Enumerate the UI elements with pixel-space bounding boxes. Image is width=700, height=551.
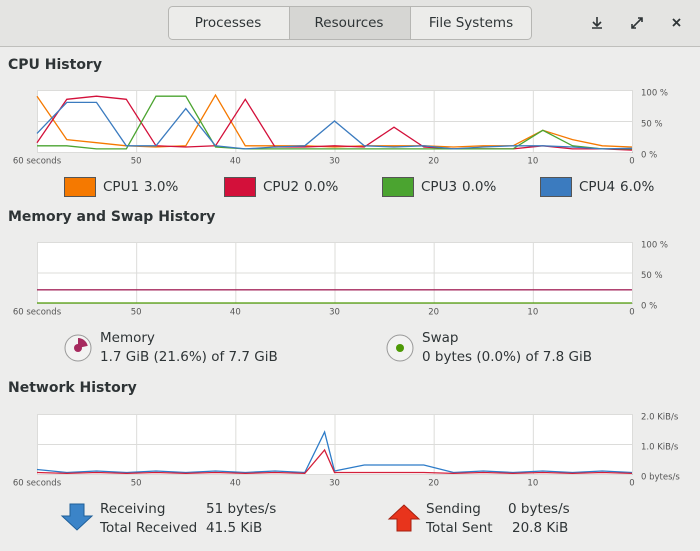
x-tick-label: 60 seconds xyxy=(13,308,62,318)
legend-swatch xyxy=(382,177,414,197)
y-tick-label: 0 % xyxy=(641,302,657,312)
swap-icon xyxy=(386,334,414,362)
y-tick-label: 1.0 KiB/s xyxy=(641,443,679,453)
legend-reading: 6.0% xyxy=(620,179,654,195)
series-line xyxy=(36,448,633,475)
legend-label: Swap xyxy=(422,330,458,346)
x-tick-label: 40 xyxy=(230,479,241,489)
receiving-icon xyxy=(60,503,94,531)
y-tick-label: 2.0 KiB/s xyxy=(641,413,679,423)
tab-active xyxy=(289,7,410,39)
legend-label: CPU4 xyxy=(579,179,615,195)
legend-swatch xyxy=(540,177,572,197)
x-tick-label: 30 xyxy=(329,479,340,489)
y-tick-label: 100 % xyxy=(641,89,668,99)
legend-reading: 0.0% xyxy=(462,179,496,195)
legend-label: CPU1 xyxy=(103,179,139,195)
legend-rate: 0 bytes/s xyxy=(508,501,570,517)
section-title: Memory and Swap History xyxy=(8,209,215,225)
legend-swatch xyxy=(224,177,256,197)
x-tick-label: 0 xyxy=(629,479,634,489)
x-tick-label: 50 xyxy=(131,479,142,489)
x-tick-label: 60 seconds xyxy=(13,157,62,167)
legend-total: 20.8 KiB xyxy=(512,520,568,536)
x-tick-label: 40 xyxy=(230,308,241,318)
legend-label: Sending xyxy=(426,501,481,517)
legend-total-label: Total Sent xyxy=(425,520,493,536)
y-tick-label: 0 bytes/s xyxy=(641,473,680,483)
series-line xyxy=(37,95,632,150)
x-tick-label: 20 xyxy=(428,479,439,489)
series-line xyxy=(36,95,633,151)
x-tick-label: 50 xyxy=(131,308,142,318)
sending-icon xyxy=(387,504,421,532)
x-tick-label: 10 xyxy=(527,308,538,318)
fullscreen-button[interactable] xyxy=(631,17,643,29)
y-tick-label: 50 % xyxy=(641,271,663,281)
legend-rate: 51 bytes/s xyxy=(206,501,276,517)
tab[interactable]: File Systems xyxy=(429,15,513,31)
x-tick-label: 10 xyxy=(527,157,538,167)
x-tick-label: 10 xyxy=(527,479,538,489)
legend-label: Receiving xyxy=(100,501,165,517)
legend-label: CPU2 xyxy=(263,179,299,195)
memory-icon xyxy=(64,334,92,362)
y-tick-label: 50 % xyxy=(641,120,663,130)
legend-total-label: Total Received xyxy=(99,520,197,536)
x-tick-label: 20 xyxy=(428,308,439,318)
legend-swatch xyxy=(64,177,96,197)
legend-total: 41.5 KiB xyxy=(206,520,262,536)
legend-reading: 1.7 GiB (21.6%) of 7.7 GiB xyxy=(100,349,278,365)
y-tick-label: 0 % xyxy=(641,151,657,161)
section-title: CPU History xyxy=(8,57,102,73)
section-title: Network History xyxy=(8,380,137,396)
series-line xyxy=(36,430,633,474)
x-tick-label: 50 xyxy=(131,157,142,167)
y-tick-label: 100 % xyxy=(641,241,668,251)
x-tick-label: 60 seconds xyxy=(13,479,62,489)
tab[interactable]: Resources xyxy=(315,15,384,31)
series-line xyxy=(36,101,633,150)
x-tick-label: 0 xyxy=(629,157,634,167)
legend-label: CPU3 xyxy=(421,179,457,195)
legend-reading: 0.0% xyxy=(304,179,338,195)
x-tick-label: 30 xyxy=(329,157,340,167)
tab[interactable]: Processes xyxy=(195,15,262,31)
download-button[interactable] xyxy=(592,17,602,29)
close-button[interactable] xyxy=(672,18,681,27)
legend-reading: 0 bytes (0.0%) of 7.8 GiB xyxy=(422,349,592,365)
x-tick-label: 30 xyxy=(329,308,340,318)
x-tick-label: 40 xyxy=(230,157,241,167)
x-tick-label: 20 xyxy=(428,157,439,167)
legend-reading: 3.0% xyxy=(144,179,178,195)
x-tick-label: 0 xyxy=(629,308,634,318)
legend-label: Memory xyxy=(100,330,155,346)
